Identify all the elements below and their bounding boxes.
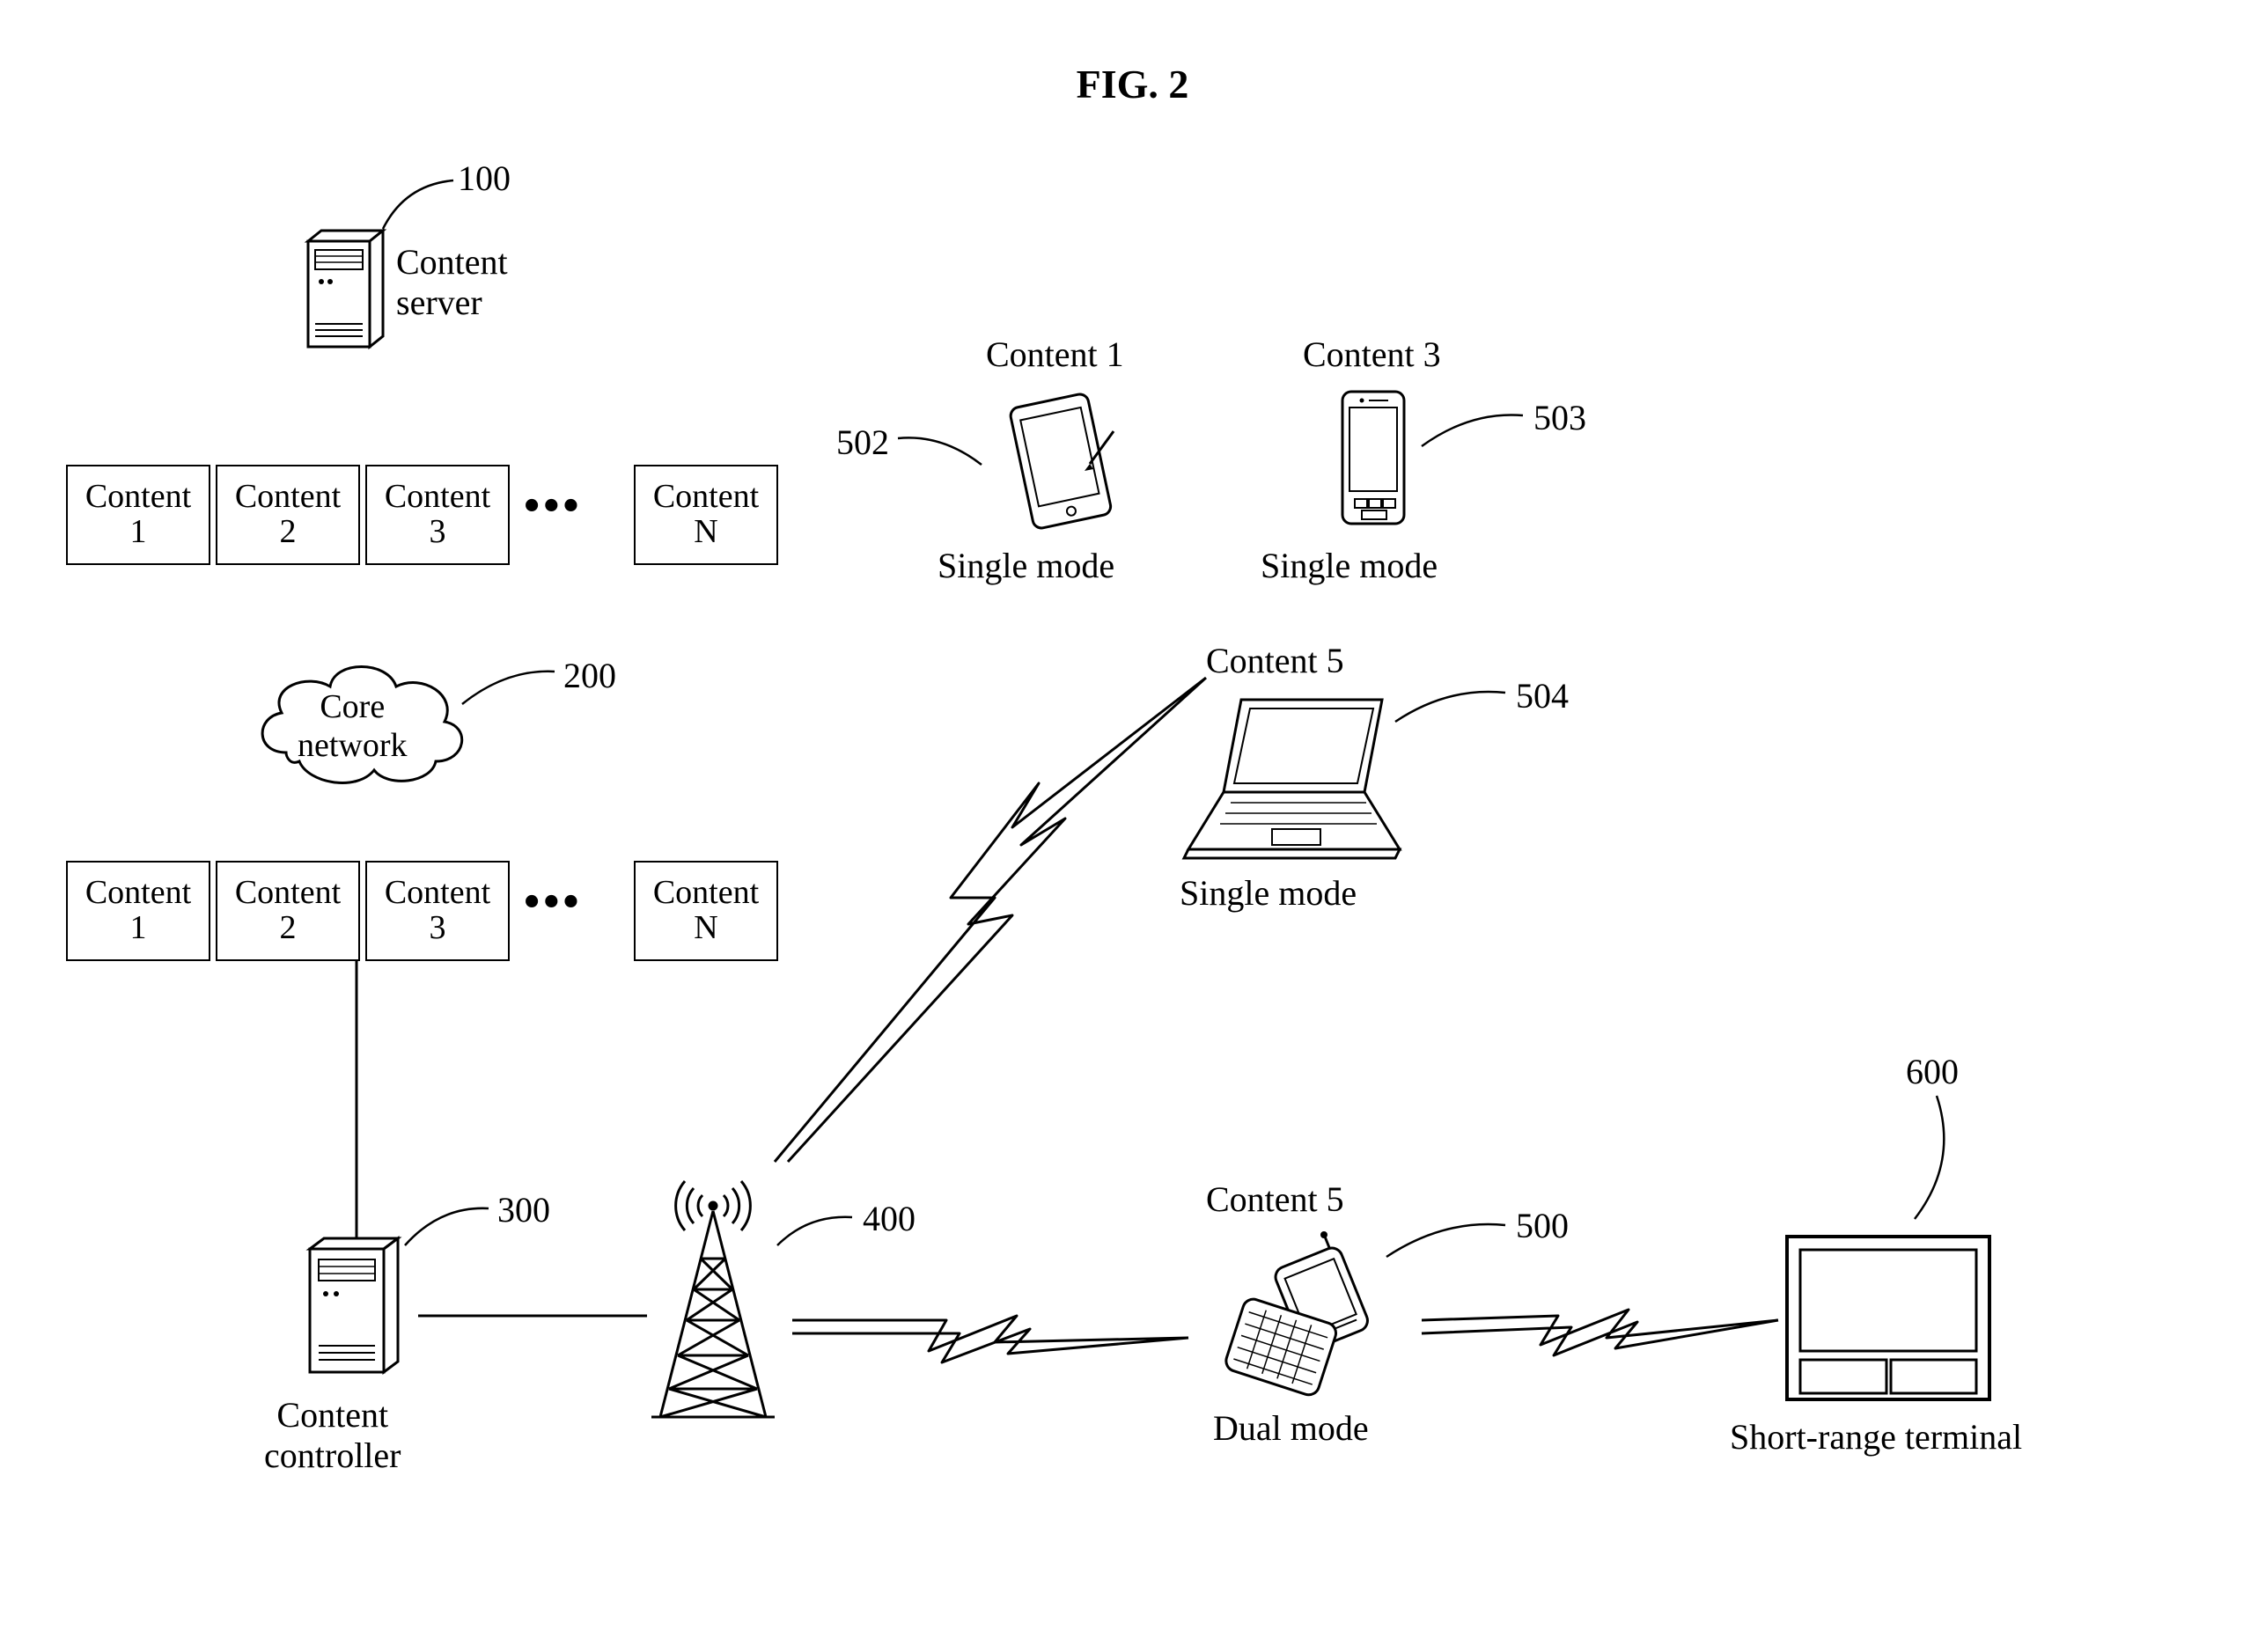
tv-icon [1778, 1228, 2007, 1413]
lead-300 [401, 1201, 497, 1250]
ref-504: 504 [1516, 676, 1569, 716]
laptop-icon [1162, 686, 1408, 871]
content-box-r1-3: Content 3 [365, 465, 510, 565]
rf-link-to-600 [1417, 1294, 1787, 1364]
rf-link-to-500 [788, 1303, 1202, 1373]
line-controller-to-bs [418, 1311, 647, 1320]
ellipsis-r1: ••• [524, 480, 583, 532]
device-600-label: Short-range terminal [1730, 1417, 2022, 1457]
device-503-content: Content 3 [1303, 334, 1441, 375]
antenna-icon [634, 1171, 792, 1426]
lead-200 [458, 664, 563, 717]
device-500-content: Content 5 [1206, 1179, 1344, 1220]
content-box-r2-2: Content 2 [216, 861, 360, 961]
device-502-content: Content 1 [986, 334, 1124, 375]
ref-300: 300 [497, 1190, 550, 1230]
device-500-mode: Dual mode [1213, 1408, 1369, 1449]
core-network-label: Core network [298, 688, 408, 765]
content-box-r2-n: Content N [634, 861, 778, 961]
controller-icon [299, 1237, 414, 1386]
ref-200: 200 [563, 656, 616, 696]
rf-link-to-504 [766, 669, 1224, 1171]
smartphone-icon [1325, 383, 1422, 537]
server-icon [299, 229, 396, 361]
content-box-r2-1: Content 1 [66, 861, 210, 961]
lead-400 [773, 1210, 861, 1254]
figure-title: FIG. 2 [0, 62, 2265, 108]
device-504-content: Content 5 [1206, 641, 1344, 681]
flip-phone-icon [1193, 1223, 1413, 1399]
device-503-mode: Single mode [1261, 546, 1438, 586]
lead-502 [893, 430, 990, 474]
content-box-r2-3: Content 3 [365, 861, 510, 961]
line-row2-to-controller [352, 959, 361, 1241]
device-502-mode: Single mode [938, 546, 1114, 586]
device-504-mode: Single mode [1180, 873, 1357, 914]
lead-503 [1417, 407, 1532, 455]
content-box-r1-1: Content 1 [66, 465, 210, 565]
ref-400: 400 [863, 1199, 916, 1239]
lead-504 [1391, 682, 1514, 731]
ref-600: 600 [1906, 1052, 1959, 1092]
content-server-label: Content server [396, 242, 508, 323]
ellipsis-r2: ••• [524, 876, 583, 929]
content-controller-label: Content controller [264, 1395, 401, 1476]
lead-500 [1382, 1215, 1514, 1263]
ref-503: 503 [1533, 398, 1586, 438]
ref-100: 100 [458, 158, 511, 199]
ref-500: 500 [1516, 1206, 1569, 1246]
content-box-r1-2: Content 2 [216, 465, 360, 565]
content-box-r1-n: Content N [634, 465, 778, 565]
tablet-icon [986, 383, 1127, 541]
lead-600 [1897, 1091, 1967, 1223]
ref-502: 502 [836, 422, 889, 463]
